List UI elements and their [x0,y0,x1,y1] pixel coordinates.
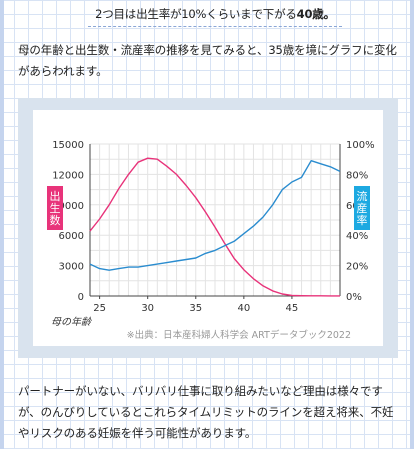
birth-count-label-char: 数 [50,214,61,227]
caption-bold-text: 40歳。 [296,7,335,21]
x-tick-label: 40 [237,303,250,314]
chart-source-note: ※出典：日本産科婦人科学会 ARTデータブック2022 [127,329,351,341]
miscarriage-rate-label-char: 流 [357,189,368,203]
x-tick-label: 25 [93,303,106,314]
y-left-tick-label: 3000 [59,262,84,273]
frame-border-left [0,0,4,449]
birth-count-label-char: 出 [50,189,61,203]
chart-figure: 030006000900012000150000%20%40%60%80%100… [18,98,398,358]
y-left-tick-label: 12000 [52,170,84,181]
x-tick-label: 35 [189,303,202,314]
y-right-tick-label: 100% [346,140,375,151]
miscarriage-rate-label-char: 率 [357,213,368,227]
birth-miscarriage-chart: 030006000900012000150000%20%40%60%80%100… [47,140,375,341]
miscarriage-rate-line [89,160,341,271]
y-right-tick-label: 80% [346,170,368,181]
y-left-tick-label: 15000 [52,140,84,151]
frame-border-right [410,0,414,449]
x-axis-label: 母の年齢 [51,316,92,328]
birth-count-label-box [47,186,63,230]
chart-panel: 030006000900012000150000%20%40%60%80%100… [33,110,383,346]
birth-count-line [89,157,340,297]
y-left-tick-label: 0 [78,292,84,303]
miscarriage-rate-label-box [354,186,370,230]
y-right-tick-label: 20% [346,262,368,273]
section-caption: 2つ目は出生率が10%くらいまで下がる40歳。 [88,6,342,27]
birth-count-label-char: 生 [50,201,61,215]
y-right-tick-label: 0% [346,292,362,303]
x-tick-label: 30 [141,303,154,314]
miscarriage-rate-label-char: 産 [357,202,368,215]
closing-paragraph: パートナーがいない、バリバリ仕事に取り組みたいなど理由は様々ですが、のんびりして… [18,384,394,440]
y-right-tick-label: 40% [346,231,368,242]
x-tick-label: 45 [286,303,299,314]
y-left-tick-label: 9000 [59,201,84,212]
intro-paragraph: 母の年齢と出生数・流産率の推移を見てみると、35歳を境にグラフに変化があらわれま… [18,43,397,78]
y-left-tick-label: 6000 [59,231,84,242]
caption-text: 2つ目は出生率が10%くらいまで下がる [95,7,297,21]
